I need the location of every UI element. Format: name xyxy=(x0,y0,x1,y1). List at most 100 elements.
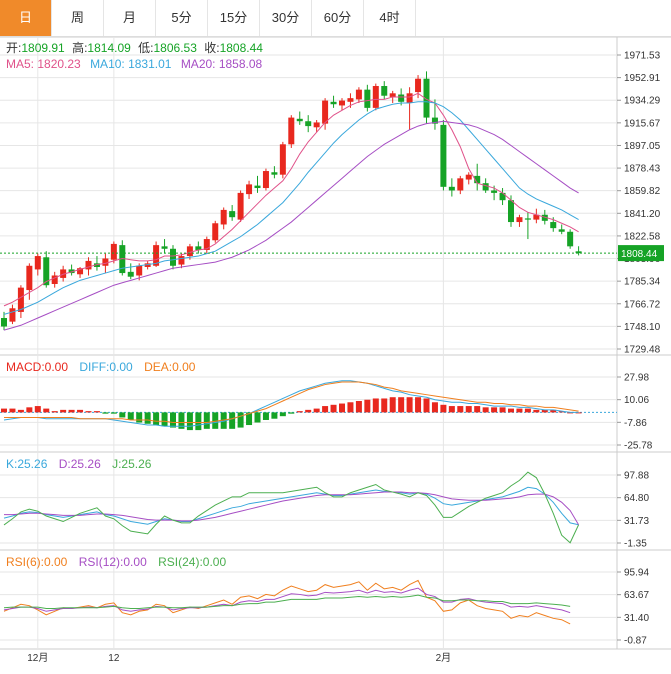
macd-bar xyxy=(372,398,379,413)
macd-bar xyxy=(110,412,117,414)
candle-body xyxy=(499,192,506,201)
tab-7[interactable]: 4时 xyxy=(364,0,416,36)
period-tabs: 日周月 5分 15分 30分 60分 4时 xyxy=(0,0,671,37)
candle-body xyxy=(508,200,514,223)
y-tick-label: 1859.82 xyxy=(624,186,661,197)
candle-body xyxy=(558,229,565,232)
kdj-legend: K:25.26 D:25.26 J:25.26 xyxy=(6,457,152,471)
macd-bar xyxy=(254,412,261,423)
macd-bar xyxy=(102,412,109,414)
rsi24-value: RSI(24):0.00 xyxy=(158,555,226,569)
candle-body xyxy=(77,268,84,275)
tab-4[interactable]: 15分 xyxy=(208,0,260,36)
macd-bar xyxy=(85,411,92,413)
macd-bar xyxy=(482,407,489,413)
candle-body xyxy=(296,118,303,122)
candle-body xyxy=(389,93,396,97)
candle-body xyxy=(541,214,548,221)
candle-body xyxy=(440,124,447,187)
candle-body xyxy=(60,269,67,278)
x-tick-label: 12 xyxy=(108,653,120,664)
close-label: 收: xyxy=(204,41,219,55)
macd-bar xyxy=(220,412,227,429)
macd-bar xyxy=(355,401,362,413)
candle-body xyxy=(355,89,362,100)
y-tick-label: 1971.53 xyxy=(624,51,661,62)
ma10-legend: MA10: 1831.01 xyxy=(90,57,172,71)
high-label: 高: xyxy=(72,40,87,55)
macd-bar xyxy=(305,409,312,413)
tab-2[interactable]: 月 xyxy=(104,0,156,36)
candle-body xyxy=(262,171,269,189)
macd-bar xyxy=(541,409,548,413)
ma5-legend: MA5: 1820.23 xyxy=(6,57,81,71)
candle-body xyxy=(381,86,388,96)
rsi-legend: RSI(6):0.00 RSI(12):0.00 RSI(24):0.00 xyxy=(6,555,226,569)
candle-body xyxy=(237,192,244,220)
macd-bar xyxy=(9,408,16,413)
close-value: 1808.44 xyxy=(220,41,264,55)
tab-5[interactable]: 30分 xyxy=(260,0,312,36)
candle-body xyxy=(43,257,50,286)
macd-value: MACD:0.00 xyxy=(6,360,68,374)
x-tick-label: 12月 xyxy=(27,652,48,664)
tab-1[interactable]: 周 xyxy=(52,0,104,36)
tab-6[interactable]: 60分 xyxy=(312,0,364,36)
candle-body xyxy=(305,121,312,127)
ma20-legend: MA20: 1858.08 xyxy=(181,57,263,71)
candle-body xyxy=(406,93,413,104)
rsi6-value: RSI(6):0.00 xyxy=(6,555,68,569)
dif-value: DIFF:0.00 xyxy=(79,360,133,374)
macd-bar xyxy=(508,408,514,413)
candle-body xyxy=(110,243,117,260)
y-tick-label: 1748.10 xyxy=(624,322,661,333)
macd-bar xyxy=(153,412,160,426)
macd-bar xyxy=(381,398,388,413)
macd-bar xyxy=(212,412,219,429)
k-value: K:25.26 xyxy=(6,457,48,471)
macd-bar xyxy=(313,408,320,413)
candle-body xyxy=(34,256,41,270)
macd-bar xyxy=(296,411,303,413)
macd-bar xyxy=(246,412,253,426)
candle-body xyxy=(246,184,253,195)
candle-body xyxy=(322,100,329,124)
candle-body xyxy=(144,263,151,267)
candle-body xyxy=(550,222,557,229)
macd-legend: MACD:0.00 DIFF:0.00 DEA:0.00 xyxy=(6,360,196,374)
macd-bar xyxy=(406,397,413,413)
macd-bar xyxy=(347,402,354,413)
tab-3[interactable]: 5分 xyxy=(156,0,208,36)
y-tick-label: 1841.20 xyxy=(624,209,661,220)
macd-bar xyxy=(431,402,438,413)
k-line xyxy=(3,486,579,526)
candle-body xyxy=(212,223,219,241)
macd-bar xyxy=(203,412,210,429)
macd-bar xyxy=(262,412,269,420)
y-tick-label: 97.88 xyxy=(624,471,649,482)
ohlc-legend: 开:1809.91 高:1814.09 低:1806.53 收:1808.44 xyxy=(6,40,263,55)
candle-body xyxy=(102,258,109,266)
macd-bar xyxy=(423,398,430,413)
macd-bar xyxy=(322,406,329,413)
candle-body xyxy=(119,245,126,274)
macd-bar xyxy=(68,409,75,413)
tab-0[interactable]: 日 xyxy=(0,0,52,36)
candle-body xyxy=(491,190,498,193)
high-value: 1814.09 xyxy=(87,41,131,55)
y-tick-label: -0.87 xyxy=(624,636,647,647)
macd-bar xyxy=(186,412,193,431)
low-value: 1806.53 xyxy=(154,41,198,55)
open-label: 开: xyxy=(6,41,21,55)
candle-body xyxy=(431,117,438,124)
candle-body xyxy=(288,117,295,145)
ma10-line xyxy=(3,101,579,315)
candle-body xyxy=(127,271,134,277)
candle-body xyxy=(136,265,143,276)
macd-bar xyxy=(51,411,58,413)
j-line xyxy=(3,471,580,544)
macd-bar xyxy=(195,412,202,431)
macd-bar xyxy=(17,409,24,413)
y-tick-label: -1.35 xyxy=(624,539,647,550)
candle-body xyxy=(372,86,379,108)
